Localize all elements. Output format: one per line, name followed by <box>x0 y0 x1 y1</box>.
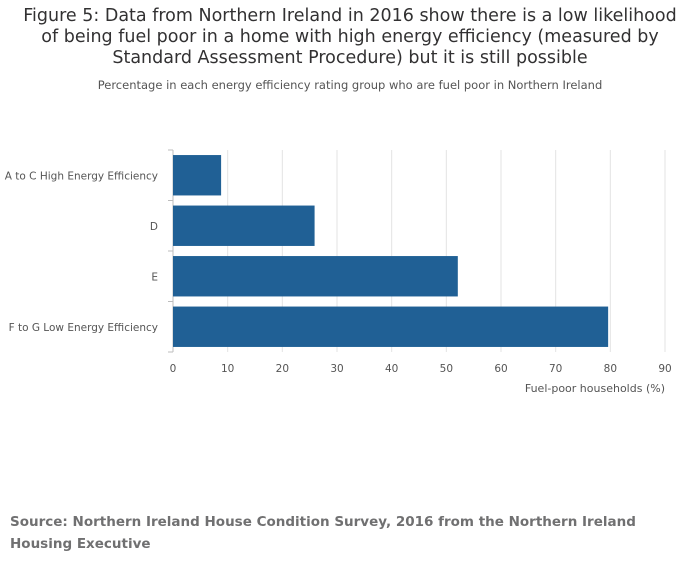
x-tick-label: 70 <box>549 363 562 375</box>
y-category-label: A to C High Energy Efficiency <box>5 170 158 182</box>
x-tick-label: 60 <box>494 363 507 375</box>
bar-chart: A to C High Energy Efficiency D E F to G Lo… <box>5 149 672 395</box>
y-category-label: F to G Low Energy Efficiency <box>9 322 158 334</box>
bar[interactable] <box>173 256 458 297</box>
bar[interactable] <box>173 155 222 196</box>
y-category-label: E <box>151 271 158 283</box>
x-tick-label: 10 <box>221 363 234 375</box>
chart-title: Figure 5: Data from Northern Ireland in … <box>23 6 677 68</box>
x-tick-label: 40 <box>385 363 398 375</box>
chart-subtitle: Percentage in each energy efficiency rat… <box>97 78 603 92</box>
x-tick-label: 50 <box>440 363 453 375</box>
y-category-label: D <box>150 221 158 233</box>
x-tick-label: 0 <box>170 363 177 375</box>
x-tick-label: 80 <box>604 363 617 375</box>
source-note: Source: Northern Ireland House Condition… <box>10 514 636 552</box>
bar[interactable] <box>173 306 609 347</box>
x-tick-label: 30 <box>330 363 343 375</box>
bar[interactable] <box>173 205 315 246</box>
x-tick-label: 20 <box>276 363 289 375</box>
x-tick-label: 90 <box>658 363 671 375</box>
x-axis-label: Fuel-poor households (%) <box>525 382 665 395</box>
